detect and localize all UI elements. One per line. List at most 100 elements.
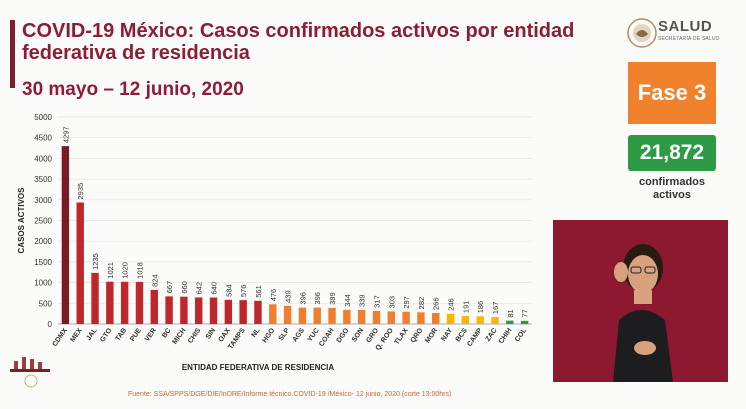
bar-col [520,320,529,324]
logo-subtitle: SECRETARÍA DE SALUD [658,36,720,42]
x-tick-label: TAB [115,327,129,342]
y-tick-label: 500 [39,299,53,308]
x-tick-label: GTO [99,327,114,344]
x-tick-label: AGS [292,327,307,344]
logo-name: SALUD [658,18,713,35]
x-tick-label: MICH [172,327,188,346]
bar-qro [417,312,425,324]
data-label: 266 [432,297,441,310]
data-label: 640 [210,282,219,295]
data-label: 396 [298,292,307,305]
data-label: 824 [150,274,159,287]
data-label: 660 [180,281,189,294]
x-tick-label: CHIS [187,327,203,345]
x-tick-label: SON [351,327,365,343]
data-label: 191 [461,301,470,314]
x-axis-title: ENTIDAD FEDERATIVA DE RESIDENCIA [182,363,335,372]
x-tick-label: VER [144,327,158,343]
data-label: 1235 [91,253,100,270]
x-tick-label: MOR [424,327,439,344]
x-tick-label: CAMP [466,327,484,348]
x-tick-label: NAY [440,327,454,343]
y-axis-title: CASOS ACTIVOS [17,187,26,254]
x-tick-label: HGO [262,327,277,345]
bar-chih [506,320,514,324]
data-label: 297 [402,296,411,309]
page-subtitle: 30 mayo – 12 junio, 2020 [22,79,244,100]
data-label: 389 [328,292,337,305]
data-label: 344 [343,294,352,307]
x-tick-label: SLP [278,327,292,342]
x-tick-label: COAH [318,327,336,348]
bar-gto [106,281,114,324]
bar-tab [120,281,129,324]
salud-logo [627,18,657,48]
bar-nay [446,313,455,324]
data-label: 584 [224,284,233,297]
x-tick-label: BC [161,327,173,339]
x-tick-label: BCS [455,327,469,343]
data-label: 576 [239,285,248,298]
bar-son [357,309,366,324]
bar-mor [432,312,440,324]
x-tick-label: COL [514,327,529,344]
sign-language-interpreter-video [553,220,728,382]
bar-tamps [239,300,247,324]
x-tick-label: SIN [205,327,217,341]
bar-tlax [402,311,410,324]
y-tick-label: 1500 [34,258,52,267]
bar-mex [76,202,84,324]
y-tick-label: 0 [48,320,53,329]
x-tick-label: YUC [307,327,321,343]
source-note: Fuente: SSA/SPPS/DGE/DIE/InDRE/Informe t… [128,391,452,398]
y-tick-label: 4000 [34,154,52,163]
data-label: 2935 [76,183,85,200]
data-label: 476 [269,289,278,302]
y-tick-label: 2000 [34,237,52,246]
bar-bcs [461,316,470,324]
data-label: 439 [284,290,293,303]
data-label: 339 [358,294,367,307]
data-label: 1018 [135,262,144,279]
y-tick-label: 3000 [34,196,52,205]
x-tick-label: CHIH [498,327,514,345]
bar-cdmx [61,146,70,324]
y-tick-label: 2500 [34,217,52,226]
bar-dgo [343,309,351,324]
data-label: 396 [313,292,322,305]
data-label: 1021 [106,262,115,279]
bar-ags [298,307,307,324]
bar-chis [195,297,203,324]
title-accent-bar [10,20,15,88]
bar-mich [180,296,188,324]
bar-ver [150,289,158,324]
bar-hgo [269,304,277,324]
data-label: 282 [417,297,426,310]
bar-camp [476,316,484,324]
data-label: 186 [476,301,485,314]
y-tick-label: 5000 [34,113,52,122]
active-count-badge: 21,872 [628,135,716,171]
data-label: 561 [254,285,263,298]
bar-sin [209,297,218,324]
bar-oax [224,299,233,324]
x-tick-label: TLAX [394,327,410,346]
phase-badge: Fase 3 [628,62,716,124]
active-cases-bar-chart: 0 500 1000 1500 2000 2500 3000 3500 4000 4500 5000… [17,113,532,372]
data-label: 317 [372,295,381,308]
y-tick-label: 3500 [34,175,52,184]
x-tick-label: JAL [85,327,99,342]
data-label: 4297 [61,126,70,143]
bar-pue [135,281,144,324]
data-label: 642 [195,282,204,295]
y-tick-label: 4500 [34,134,52,143]
x-tick-label: OAX [218,327,233,344]
data-label: 303 [387,296,396,309]
bar-yuc [313,307,321,324]
data-label: 667 [165,281,174,294]
bar-slp [283,305,292,324]
x-tick-label: NL [251,327,263,339]
x-tick-label: DGO [336,327,351,345]
active-count-label: confirmados activos [638,176,705,201]
x-tick-label: QRO [410,327,425,345]
